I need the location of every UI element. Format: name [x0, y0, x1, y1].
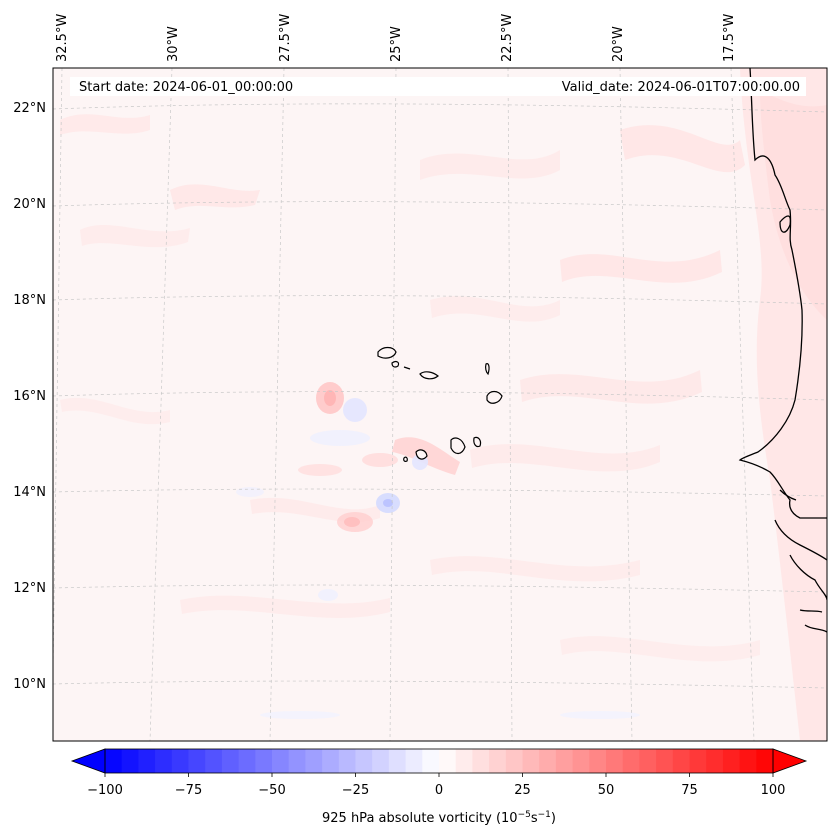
colorbar-max-extend [772, 748, 808, 774]
colorbar-segment [756, 749, 774, 773]
colorbar-segment [138, 749, 156, 773]
colorbar-segment [522, 749, 540, 773]
lat-label: 20°N [13, 197, 46, 212]
colorbar-segment [622, 749, 640, 773]
colorbar-tick-label: 25 [514, 783, 531, 798]
colorbar-segment [706, 749, 724, 773]
colorbar-segment [572, 749, 590, 773]
valid-date-label: Valid_date: 2024-06-01T07:00:00.00 [562, 80, 800, 95]
colorbar-segment [205, 749, 223, 773]
colorbar-segment [472, 749, 490, 773]
colorbar-tick-label: −50 [258, 783, 285, 798]
lat-label: 10°N [13, 677, 46, 692]
longitude-labels: 32.5°W 30°W 27.5°W 25°W 22.5°W 20°W 17.5… [55, 14, 737, 62]
colorbar-segment [355, 749, 373, 773]
colorbar-segment [639, 749, 657, 773]
colorbar-segment [606, 749, 624, 773]
lon-label: 27.5°W [278, 14, 293, 62]
lat-label: 14°N [13, 485, 46, 500]
lat-label: 22°N [13, 101, 46, 116]
lon-label: 30°W [166, 26, 181, 62]
colorbar-segment [238, 749, 256, 773]
colorbar-segment [455, 749, 473, 773]
colorbar-ticks: −100 −75 −50 −25 0 25 50 75 100 [87, 773, 785, 798]
colorbar-segment [305, 749, 323, 773]
lon-label: 32.5°W [55, 14, 70, 62]
colorbar-segment [171, 749, 189, 773]
coastline [738, 68, 827, 633]
colorbar-segment [489, 749, 507, 773]
map-frame [52, 67, 828, 742]
colorbar-segment [372, 749, 390, 773]
colorbar-title: 925 hPa absolute vorticity (10−5s−1) [322, 810, 556, 826]
lon-label: 20°W [611, 26, 626, 62]
colorbar-segment [672, 749, 690, 773]
colorbar-segment [322, 749, 340, 773]
colorbar-segment [405, 749, 423, 773]
colorbar-segment [221, 749, 240, 773]
lon-label: 17.5°W [722, 14, 737, 62]
cape-verde-islands [377, 346, 503, 462]
start-date-label: Start date: 2024-06-01_00:00:00 [79, 80, 293, 95]
colorbar-segment [422, 749, 440, 773]
colorbar-segment [739, 749, 757, 773]
graticule [53, 68, 827, 741]
info-bar [70, 77, 806, 96]
colorbar-segment [505, 749, 523, 773]
colorbar-tick-label: 100 [761, 783, 786, 798]
lat-label: 12°N [13, 581, 46, 596]
colorbar-segment [439, 749, 457, 773]
colorbar-segment [272, 749, 290, 773]
lon-label: 22.5°W [500, 14, 515, 62]
colorbar-segment [188, 749, 206, 773]
colorbar-segment [288, 749, 306, 773]
colorbar-segment [539, 749, 557, 773]
colorbar-segments [105, 749, 774, 773]
lat-label: 16°N [13, 389, 46, 404]
colorbar-tick-label: −75 [175, 783, 202, 798]
colorbar-segment [722, 749, 741, 773]
colorbar: −100 −75 −50 −25 0 25 50 75 100 925 hPa … [70, 748, 808, 826]
map-background [53, 68, 827, 741]
colorbar-tick-label: 50 [598, 783, 615, 798]
colorbar-segment [255, 749, 273, 773]
colorbar-min-extend [70, 748, 106, 774]
colorbar-segment [656, 749, 674, 773]
colorbar-tick-label: 75 [681, 783, 698, 798]
colorbar-tick-label: −100 [87, 783, 123, 798]
colorbar-segment [388, 749, 407, 773]
colorbar-segment [121, 749, 139, 773]
colorbar-segment [555, 749, 574, 773]
colorbar-segment [689, 749, 707, 773]
vorticity-field [60, 68, 827, 741]
latitude-labels: 22°N 20°N 18°N 16°N 14°N 12°N 10°N [13, 101, 46, 692]
colorbar-segment [338, 749, 356, 773]
lat-label: 18°N [13, 293, 46, 308]
map-panel: Start date: 2024-06-01_00:00:00 Valid_da… [52, 67, 828, 742]
colorbar-segment [155, 749, 173, 773]
colorbar-tick-label: −25 [342, 783, 369, 798]
colorbar-segment [589, 749, 607, 773]
colorbar-tick-label: 0 [435, 783, 443, 798]
lon-label: 25°W [389, 26, 404, 62]
colorbar-segment [105, 749, 123, 773]
